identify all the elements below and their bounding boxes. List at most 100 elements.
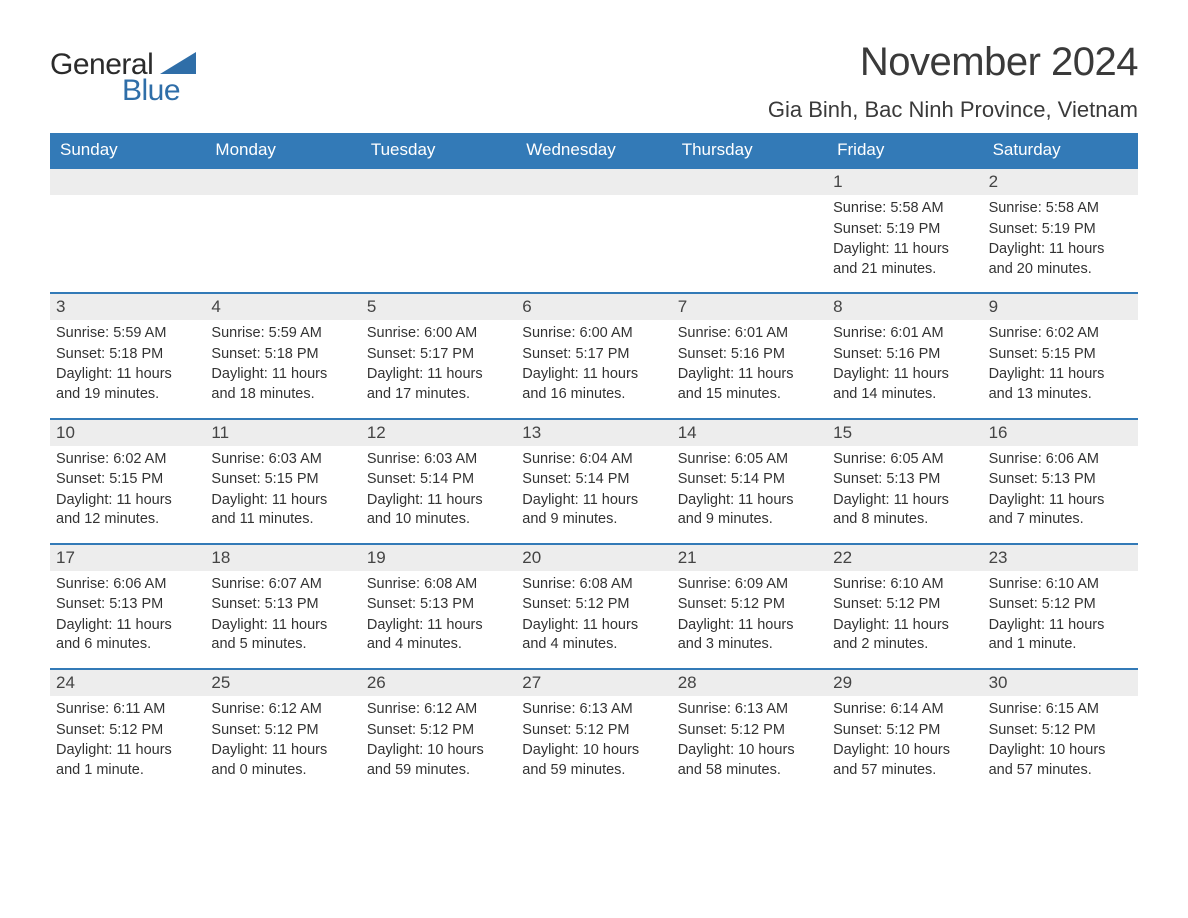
calendar-day-cell: 27Sunrise: 6:13 AMSunset: 5:12 PMDayligh… — [516, 670, 671, 793]
day-number: 20 — [516, 545, 671, 571]
weekday-header-cell: Monday — [205, 133, 360, 167]
day-number: 2 — [983, 169, 1138, 195]
calendar-day-cell: 21Sunrise: 6:09 AMSunset: 5:12 PMDayligh… — [672, 545, 827, 668]
daylight-line: Daylight: 10 hours and 58 minutes. — [678, 741, 819, 780]
day-number: 23 — [983, 545, 1138, 571]
day-number: 7 — [672, 294, 827, 320]
day-details: Sunrise: 6:00 AMSunset: 5:17 PMDaylight:… — [516, 320, 671, 404]
sunset-line: Sunset: 5:12 PM — [522, 595, 663, 615]
sunset-line: Sunset: 5:19 PM — [833, 220, 974, 240]
calendar-day-cell: 6Sunrise: 6:00 AMSunset: 5:17 PMDaylight… — [516, 294, 671, 417]
calendar-day-cell: 24Sunrise: 6:11 AMSunset: 5:12 PMDayligh… — [50, 670, 205, 793]
sunset-line: Sunset: 5:13 PM — [833, 470, 974, 490]
day-details: Sunrise: 6:11 AMSunset: 5:12 PMDaylight:… — [50, 696, 205, 780]
sunset-line: Sunset: 5:14 PM — [678, 470, 819, 490]
day-details: Sunrise: 6:02 AMSunset: 5:15 PMDaylight:… — [50, 446, 205, 530]
daylight-line: Daylight: 10 hours and 59 minutes. — [367, 741, 508, 780]
sunrise-line: Sunrise: 6:08 AM — [367, 575, 508, 595]
day-number: 25 — [205, 670, 360, 696]
day-details: Sunrise: 6:12 AMSunset: 5:12 PMDaylight:… — [205, 696, 360, 780]
sunset-line: Sunset: 5:17 PM — [367, 345, 508, 365]
day-details: Sunrise: 6:10 AMSunset: 5:12 PMDaylight:… — [983, 571, 1138, 655]
day-details: Sunrise: 6:14 AMSunset: 5:12 PMDaylight:… — [827, 696, 982, 780]
empty-daynum-bar — [50, 169, 205, 195]
sunset-line: Sunset: 5:18 PM — [56, 345, 197, 365]
sunset-line: Sunset: 5:12 PM — [211, 721, 352, 741]
calendar-day-cell: 26 Sunrise: 6:12 AMSunset: 5:12 PMDayligh… — [361, 670, 516, 793]
sunset-line: Sunset: 5:13 PM — [989, 470, 1130, 490]
day-details: Sunrise: 5:58 AMSunset: 5:19 PMDaylight:… — [983, 195, 1138, 279]
day-details: Sunrise: 6:06 AMSunset: 5:13 PMDaylight:… — [983, 446, 1138, 530]
day-number: 26 — [361, 670, 516, 696]
sunrise-line: Sunrise: 6:12 AM — [367, 700, 508, 720]
sunrise-line: Sunrise: 6:08 AM — [522, 575, 663, 595]
brand-logo: General Blue — [50, 40, 196, 108]
sunset-line: Sunset: 5:12 PM — [989, 721, 1130, 741]
sunset-line: Sunset: 5:16 PM — [678, 345, 819, 365]
sunset-line: Sunset: 5:12 PM — [833, 721, 974, 741]
location-subtitle: Gia Binh, Bac Ninh Province, Vietnam — [768, 97, 1138, 123]
sunrise-line: Sunrise: 6:04 AM — [522, 450, 663, 470]
day-details: Sunrise: 6:15 AMSunset: 5:12 PMDaylight:… — [983, 696, 1138, 780]
day-details: Sunrise: 6:04 AMSunset: 5:14 PMDaylight:… — [516, 446, 671, 530]
sunrise-line: Sunrise: 6:12 AM — [211, 700, 352, 720]
empty-daynum-bar — [205, 169, 360, 195]
empty-daynum-bar — [516, 169, 671, 195]
daylight-line: Daylight: 10 hours and 57 minutes. — [989, 741, 1130, 780]
day-details: Sunrise: 6:03 AMSunset: 5:14 PMDaylight:… — [361, 446, 516, 530]
calendar-day-cell: 15Sunrise: 6:05 AMSunset: 5:13 PMDayligh… — [827, 420, 982, 543]
calendar-day-cell — [361, 169, 516, 292]
calendar-day-cell — [672, 169, 827, 292]
calendar-day-cell: 2Sunrise: 5:58 AMSunset: 5:19 PMDaylight… — [983, 169, 1138, 292]
daylight-line: Daylight: 11 hours and 2 minutes. — [833, 616, 974, 655]
calendar-day-cell: 12Sunrise: 6:03 AMSunset: 5:14 PMDayligh… — [361, 420, 516, 543]
sunrise-line: Sunrise: 6:13 AM — [678, 700, 819, 720]
calendar-week-row: 24Sunrise: 6:11 AMSunset: 5:12 PMDayligh… — [50, 668, 1138, 793]
sunset-line: Sunset: 5:15 PM — [56, 470, 197, 490]
day-number: 29 — [827, 670, 982, 696]
day-number: 10 — [50, 420, 205, 446]
calendar-day-cell: 22Sunrise: 6:10 AMSunset: 5:12 PMDayligh… — [827, 545, 982, 668]
weekday-header-row: SundayMondayTuesdayWednesdayThursdayFrid… — [50, 133, 1138, 167]
weekday-header-cell: Thursday — [672, 133, 827, 167]
page-title: November 2024 — [768, 40, 1138, 85]
calendar-day-cell: 17Sunrise: 6:06 AMSunset: 5:13 PMDayligh… — [50, 545, 205, 668]
sunrise-line: Sunrise: 6:06 AM — [56, 575, 197, 595]
day-number: 22 — [827, 545, 982, 571]
sunset-line: Sunset: 5:14 PM — [367, 470, 508, 490]
day-details: Sunrise: 6:05 AMSunset: 5:13 PMDaylight:… — [827, 446, 982, 530]
day-details: Sunrise: 6:01 AMSunset: 5:16 PMDaylight:… — [827, 320, 982, 404]
sunrise-line: Sunrise: 6:05 AM — [678, 450, 819, 470]
day-details: Sunrise: 6:08 AMSunset: 5:13 PMDaylight:… — [361, 571, 516, 655]
daylight-line: Daylight: 10 hours and 59 minutes. — [522, 741, 663, 780]
calendar-day-cell: 30Sunrise: 6:15 AMSunset: 5:12 PMDayligh… — [983, 670, 1138, 793]
sunrise-line: Sunrise: 6:02 AM — [989, 324, 1130, 344]
daylight-line: Daylight: 11 hours and 7 minutes. — [989, 491, 1130, 530]
daylight-line: Daylight: 11 hours and 21 minutes. — [833, 240, 974, 279]
sunrise-line: Sunrise: 5:59 AM — [56, 324, 197, 344]
brand-triangle-icon — [160, 52, 196, 74]
calendar-table: SundayMondayTuesdayWednesdayThursdayFrid… — [50, 133, 1138, 793]
sunrise-line: Sunrise: 6:00 AM — [367, 324, 508, 344]
calendar-day-cell: 25Sunrise: 6:12 AMSunset: 5:12 PMDayligh… — [205, 670, 360, 793]
calendar-day-cell: 11Sunrise: 6:03 AMSunset: 5:15 PMDayligh… — [205, 420, 360, 543]
sunset-line: Sunset: 5:12 PM — [678, 595, 819, 615]
day-details: Sunrise: 6:06 AMSunset: 5:13 PMDaylight:… — [50, 571, 205, 655]
daylight-line: Daylight: 11 hours and 18 minutes. — [211, 365, 352, 404]
day-details: Sunrise: 5:58 AMSunset: 5:19 PMDaylight:… — [827, 195, 982, 279]
sunrise-line: Sunrise: 6:01 AM — [833, 324, 974, 344]
calendar-day-cell: 8Sunrise: 6:01 AMSunset: 5:16 PMDaylight… — [827, 294, 982, 417]
daylight-line: Daylight: 11 hours and 14 minutes. — [833, 365, 974, 404]
day-number: 6 — [516, 294, 671, 320]
sunrise-line: Sunrise: 6:00 AM — [522, 324, 663, 344]
sunset-line: Sunset: 5:19 PM — [989, 220, 1130, 240]
sunrise-line: Sunrise: 6:01 AM — [678, 324, 819, 344]
sunrise-line: Sunrise: 5:58 AM — [833, 199, 974, 219]
sunrise-line: Sunrise: 6:03 AM — [211, 450, 352, 470]
day-details: Sunrise: 5:59 AMSunset: 5:18 PMDaylight:… — [50, 320, 205, 404]
sunset-line: Sunset: 5:12 PM — [367, 721, 508, 741]
day-number: 19 — [361, 545, 516, 571]
daylight-line: Daylight: 11 hours and 19 minutes. — [56, 365, 197, 404]
calendar-day-cell: 4Sunrise: 5:59 AMSunset: 5:18 PMDaylight… — [205, 294, 360, 417]
calendar-day-cell: 19Sunrise: 6:08 AMSunset: 5:13 PMDayligh… — [361, 545, 516, 668]
